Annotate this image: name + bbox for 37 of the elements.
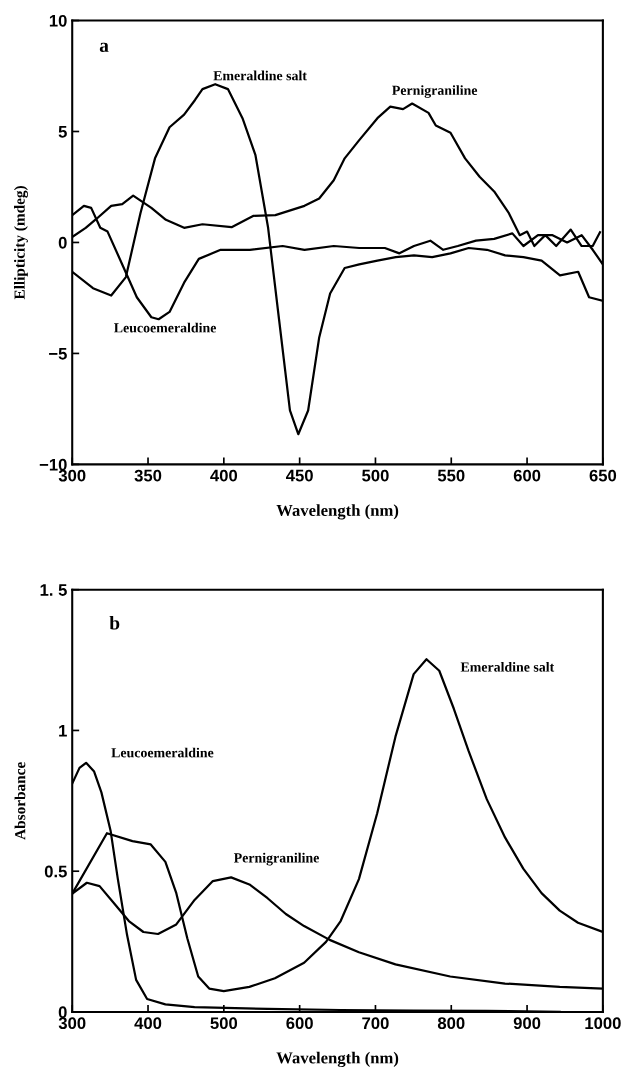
x-tick-label: 400 (134, 1017, 162, 1030)
y-tick-label: 10 (49, 14, 67, 27)
x-tick-label: 600 (513, 469, 541, 482)
y-axis-title: Ellipticity (mdeg) (14, 186, 28, 300)
x-tick-label: 450 (286, 469, 313, 482)
x-tick-label: 700 (362, 1017, 389, 1030)
annotation: Pernigraniline (233, 852, 319, 866)
x-tick-label: 800 (437, 1017, 465, 1030)
annotation: Leucoemeraldine (111, 747, 214, 758)
x-tick-label: 300 (58, 469, 86, 482)
y-axis-title: Absorbance (14, 762, 26, 840)
x-tick-label: 900 (513, 1017, 541, 1030)
annotation: Emeraldine salt (213, 70, 307, 81)
y-tick-label: 0.5 (44, 865, 67, 878)
x-axis-title: Wavelength (nm) (276, 504, 399, 520)
y-tick-label: 5 (58, 126, 67, 138)
x-tick-label: 550 (437, 469, 465, 482)
y-tick-label: −10 (39, 458, 67, 471)
annotation: a (99, 42, 109, 53)
y-tick-label: 0 (58, 1006, 67, 1019)
x-tick-label: 650 (589, 469, 617, 482)
annotation: Pernigraniline (392, 85, 478, 98)
x-tick-label: 1000 (585, 1017, 621, 1030)
y-tick-label: 1 (59, 725, 67, 737)
annotation: Leucoemeraldine (114, 322, 217, 333)
x-tick-label: 350 (134, 469, 162, 482)
annotation: Emeraldine salt (460, 661, 555, 672)
x-tick-label: 500 (362, 469, 389, 482)
x-tick-label: 500 (210, 1017, 238, 1030)
x-tick-label: 600 (286, 1017, 313, 1030)
x-tick-label: 400 (210, 469, 238, 482)
x-tick-label: 300 (58, 1017, 86, 1030)
x-axis-title: Wavelength (nm) (276, 1051, 399, 1068)
y-tick-label: −5 (49, 348, 67, 360)
y-tick-label: 0 (58, 236, 67, 249)
y-tick-label: 1. 5 (40, 584, 67, 596)
annotation: b (109, 615, 120, 630)
